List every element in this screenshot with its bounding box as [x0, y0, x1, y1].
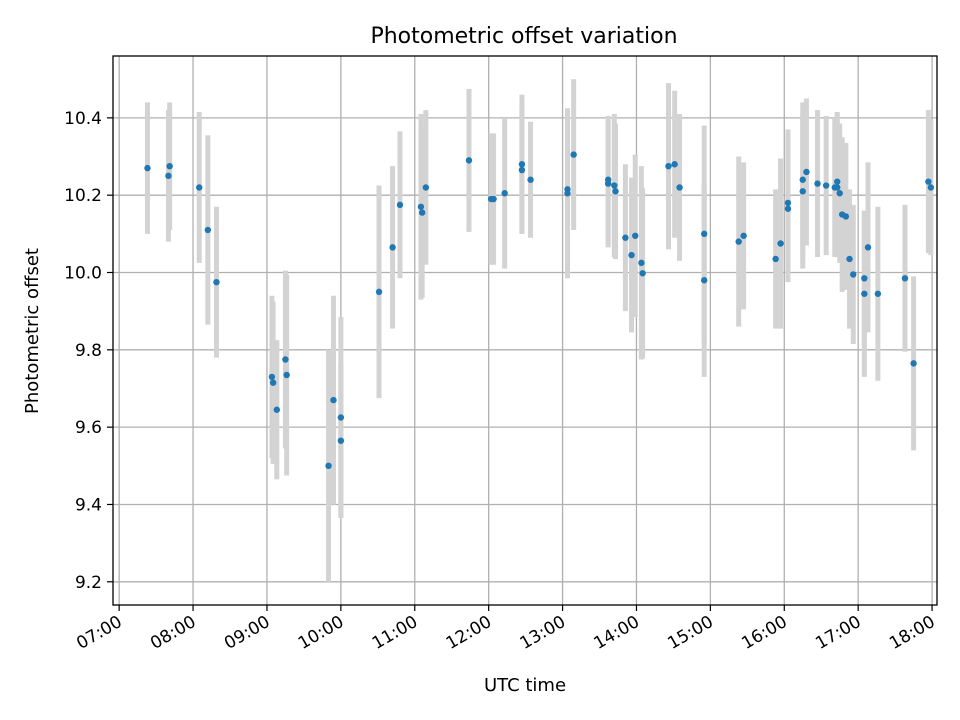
- y-tick-label: 10.2: [64, 186, 102, 206]
- data-point: [784, 199, 792, 207]
- data-point: [269, 379, 277, 386]
- data-point: [632, 232, 639, 239]
- data-point: [282, 356, 289, 363]
- plot-background: [113, 56, 937, 605]
- data-point: [676, 184, 683, 191]
- data-point: [611, 182, 618, 189]
- data-point: [612, 188, 619, 195]
- data-point: [417, 203, 425, 210]
- x-tick-label: 16:00: [738, 612, 790, 654]
- data-point: [570, 151, 577, 158]
- y-ticks: 9.2 9.4 9.6 9.8 10.0 10.2 10.4: [64, 109, 113, 593]
- plot-area: [113, 56, 937, 605]
- x-tick-label: 09:00: [221, 612, 273, 654]
- y-tick-label: 9.8: [75, 341, 102, 361]
- data-point: [777, 240, 784, 247]
- data-point: [772, 255, 779, 263]
- x-tick-label: 14:00: [591, 612, 643, 654]
- data-point: [834, 184, 841, 191]
- data-point: [740, 232, 747, 239]
- data-point: [910, 360, 917, 367]
- x-tick-label: 08:00: [147, 612, 199, 654]
- data-point: [836, 190, 843, 197]
- data-point: [822, 182, 830, 189]
- x-tick-label: 15:00: [664, 612, 716, 654]
- data-point: [465, 157, 473, 164]
- axes-frame: [112, 55, 938, 606]
- data-point: [396, 201, 404, 209]
- x-tick-label: 17:00: [812, 612, 864, 654]
- data-point: [325, 462, 332, 470]
- data-point: [799, 176, 806, 183]
- data-point: [337, 437, 345, 444]
- y-tick-label: 9.4: [75, 495, 102, 515]
- data-point: [799, 188, 806, 195]
- data-point: [144, 164, 151, 172]
- data-point: [518, 166, 526, 174]
- data-point: [418, 209, 426, 216]
- data-point: [874, 290, 882, 297]
- data-point: [784, 205, 792, 212]
- data-points: [144, 151, 935, 470]
- x-tick-label: 10:00: [295, 612, 347, 654]
- y-axis-label: Photometric offset: [22, 248, 43, 414]
- y-tick-label: 10.4: [64, 109, 102, 129]
- x-ticks: 07:00 08:00 09:00 10:00 11:00 12:00 13:00 14:00…: [73, 605, 939, 654]
- x-tick-label: 13:00: [517, 612, 569, 654]
- data-point: [213, 278, 220, 286]
- y-tick-label: 10.0: [64, 264, 102, 284]
- data-point: [604, 180, 612, 187]
- data-point: [638, 259, 645, 267]
- x-tick-label: 18:00: [886, 612, 938, 654]
- data-point: [846, 255, 853, 263]
- data-point: [273, 406, 281, 413]
- data-point: [501, 190, 508, 197]
- data-point: [622, 234, 629, 241]
- data-point: [389, 244, 396, 251]
- data-point: [628, 251, 635, 259]
- data-point: [639, 270, 646, 277]
- data-point: [165, 172, 172, 180]
- data-point: [842, 213, 850, 220]
- y-tick-label: 9.2: [75, 573, 102, 593]
- x-tick-label: 12:00: [443, 612, 495, 654]
- data-point: [204, 226, 212, 234]
- data-point: [861, 290, 868, 297]
- data-point: [490, 195, 497, 203]
- data-point: [196, 184, 203, 191]
- data-point: [671, 161, 678, 168]
- data-point: [735, 238, 742, 245]
- data-point: [834, 178, 841, 185]
- data-point: [925, 178, 932, 185]
- data-point: [927, 184, 935, 191]
- grid: [113, 56, 937, 605]
- data-point: [701, 277, 708, 284]
- data-point: [803, 168, 810, 176]
- data-point: [850, 271, 857, 278]
- chart-title: Photometric offset variation: [370, 24, 677, 49]
- data-point: [814, 180, 821, 187]
- y-tick-label: 9.6: [75, 418, 102, 438]
- data-point: [166, 162, 173, 170]
- x-tick-label: 11:00: [369, 612, 421, 654]
- x-tick-label: 07:00: [73, 612, 125, 654]
- data-point: [375, 288, 383, 296]
- data-point: [337, 414, 345, 421]
- data-point: [901, 275, 909, 282]
- data-point: [864, 244, 872, 251]
- data-point: [564, 190, 571, 197]
- data-point: [422, 184, 430, 191]
- data-point: [268, 373, 276, 381]
- data-point: [701, 230, 708, 238]
- x-axis-label: UTC time: [484, 675, 566, 696]
- data-point: [861, 275, 868, 282]
- data-point: [527, 176, 534, 183]
- data-point: [518, 161, 526, 168]
- data-point: [665, 162, 672, 170]
- axes: [112, 55, 938, 606]
- data-point: [330, 396, 337, 404]
- data-point: [283, 371, 290, 379]
